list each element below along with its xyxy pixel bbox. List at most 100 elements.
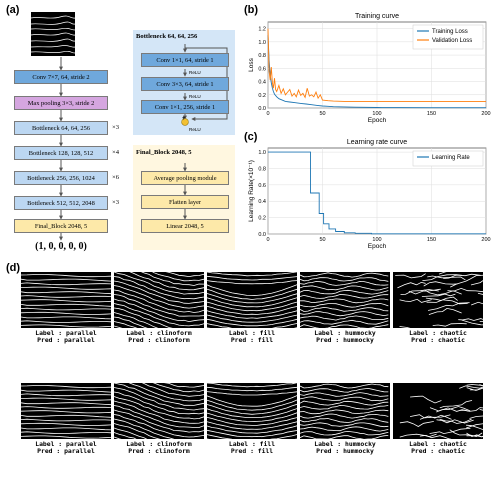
conv1x1-64-block: Conv 1×1, 64, stride 1: [141, 53, 229, 67]
legend-entry: Learning Rate: [432, 155, 470, 161]
bottleneck-512-block: Bottleneck 512, 512, 2048: [14, 196, 108, 210]
sample-caption: Label : hummocky Pred : hummocky: [297, 329, 393, 345]
sample-caption: Label : hummocky Pred : hummocky: [297, 440, 393, 456]
label-text: Label : clinoform: [126, 329, 192, 337]
seismic-image-parallel: [21, 383, 111, 439]
pred-text: Pred : clinoform: [128, 336, 190, 345]
chart-title: Training curve: [355, 13, 399, 20]
seismic-image-parallel: [21, 272, 111, 328]
sample-image: [300, 272, 390, 328]
final-block-detail-title: Final_Block 2048, 5: [136, 149, 192, 156]
legend-box: [412, 24, 484, 50]
seismic-image-clinoform: [114, 272, 204, 328]
label-text: Label : chaotic: [409, 440, 467, 448]
final-block: Final_Block 2048, 5: [14, 219, 108, 233]
x-tick-label: 200: [481, 111, 490, 117]
legend-entry: Training Loss: [432, 29, 468, 35]
flatten-block: Flatten layer: [141, 195, 229, 209]
sample-image: [393, 272, 483, 328]
pred-text: Pred : parallel: [37, 336, 95, 345]
sample-image: [393, 383, 483, 439]
output-vector: (1, 0, 0, 0, 0): [35, 241, 87, 252]
series-line-validation-loss: [267, 28, 486, 102]
y-tick-label: 0.2: [258, 93, 266, 99]
relu-label: ReLU: [189, 70, 201, 75]
conv3x3-64-block: Conv 3×3, 64, stride 1: [141, 77, 229, 91]
sample-caption: Label : fill Pred : fill: [204, 440, 300, 456]
y-axis-label: Learning Rate(×10⁻¹): [248, 160, 255, 222]
sample-caption: Label : parallel Pred : parallel: [18, 440, 114, 456]
x-tick-label: 100: [372, 111, 381, 117]
x-tick-label: 150: [427, 237, 436, 243]
pred-text: Pred : fill: [230, 336, 274, 345]
input-seismic-thumbnail: [31, 12, 75, 56]
label-text: Label : parallel: [35, 329, 97, 337]
maxpool-block: Max pooling 3×3, stride 2: [14, 96, 108, 110]
sample-image: [300, 383, 390, 439]
x-tick-label: 50: [319, 111, 325, 117]
panel-label-c: (c): [244, 131, 258, 143]
sample-image: [207, 272, 297, 328]
sample-image: [21, 272, 111, 328]
pred-text: Pred : clinoform: [128, 447, 190, 456]
repeat-multiplier: ×4: [112, 149, 120, 156]
pred-text: Pred : parallel: [37, 447, 95, 456]
pred-text: Pred : chaotic: [411, 447, 465, 456]
x-axis-label: Epoch: [368, 117, 387, 124]
x-tick-label: 150: [427, 111, 436, 117]
panel-label-d: (d): [6, 262, 21, 274]
label-text: Label : hummocky: [314, 329, 376, 337]
legend-box: [412, 150, 484, 167]
seismic-image-hummocky: [300, 272, 390, 328]
linear-block: Linear 2048, 5: [141, 219, 229, 233]
y-tick-label: 0.6: [258, 66, 266, 72]
x-tick-label: 50: [319, 237, 325, 243]
bottleneck-detail-title: Bottleneck 64, 64, 256: [136, 33, 198, 40]
x-tick-label: 100: [372, 237, 381, 243]
learning-rate-chart: Learning rate curve 0 50 100 150 200 0.0 0.2 0.4…: [248, 139, 491, 250]
pred-text: Pred : hummocky: [316, 336, 374, 345]
label-text: Label : parallel: [35, 440, 97, 448]
sample-caption: Label : clinoform Pred : clinoform: [111, 440, 207, 456]
residual-plus: +: [182, 116, 186, 122]
label-text: Label : hummocky: [314, 440, 376, 448]
y-tick-label: 0.2: [258, 216, 266, 222]
pred-text: Pred : fill: [230, 447, 274, 456]
y-tick-label: 1.2: [258, 27, 266, 33]
y-axis-label: Loss: [248, 57, 255, 71]
x-axis-label: Epoch: [368, 243, 387, 250]
y-tick-label: 1.0: [258, 40, 266, 46]
pred-text: Pred : hummocky: [316, 447, 374, 456]
sample-image: [114, 272, 204, 328]
residual-add-icon: [181, 118, 189, 126]
conv7-block: Conv 7×7, 64, stride 2: [14, 70, 108, 84]
chart-title: Learning rate curve: [347, 139, 407, 146]
x-tick-label: 0: [266, 237, 269, 243]
label-text: Label : fill: [228, 329, 276, 337]
repeat-multiplier: ×6: [112, 174, 120, 181]
panel-label-a: (a): [6, 4, 20, 16]
series-line-training-loss: [267, 35, 486, 109]
x-tick-label: 0: [266, 111, 269, 117]
sample-caption: Label : fill Pred : fill: [204, 329, 300, 345]
bottleneck-128-block: Bottleneck 128, 128, 512: [14, 146, 108, 160]
y-tick-label: 0.8: [258, 166, 266, 172]
pred-text: Pred : chaotic: [411, 336, 465, 345]
seismic-image-chaotic: [393, 272, 483, 328]
sample-image: [207, 383, 297, 439]
training-curve-chart: Training curve 0 50 100 150 200 0.0 0.2 0.4 0.6 0.…: [248, 13, 491, 124]
y-tick-label: 0.4: [258, 80, 266, 86]
legend-entry: Validation Loss: [432, 38, 472, 44]
label-text: Label : clinoform: [126, 440, 192, 448]
sample-caption: Label : parallel Pred : parallel: [18, 329, 114, 345]
seismic-image-fill: [207, 272, 297, 328]
y-tick-label: 0.4: [258, 199, 266, 205]
y-tick-label: 1.0: [258, 150, 266, 156]
avg-pooling-block: Average pooling module: [141, 171, 229, 185]
x-tick-label: 200: [481, 237, 490, 243]
panel-label-b: (b): [244, 4, 259, 16]
y-tick-label: 0.6: [258, 183, 266, 189]
label-text: Label : chaotic: [409, 329, 467, 337]
seismic-image-fill: [207, 383, 297, 439]
bottleneck-64-block: Bottleneck 64, 64, 256: [14, 121, 108, 135]
